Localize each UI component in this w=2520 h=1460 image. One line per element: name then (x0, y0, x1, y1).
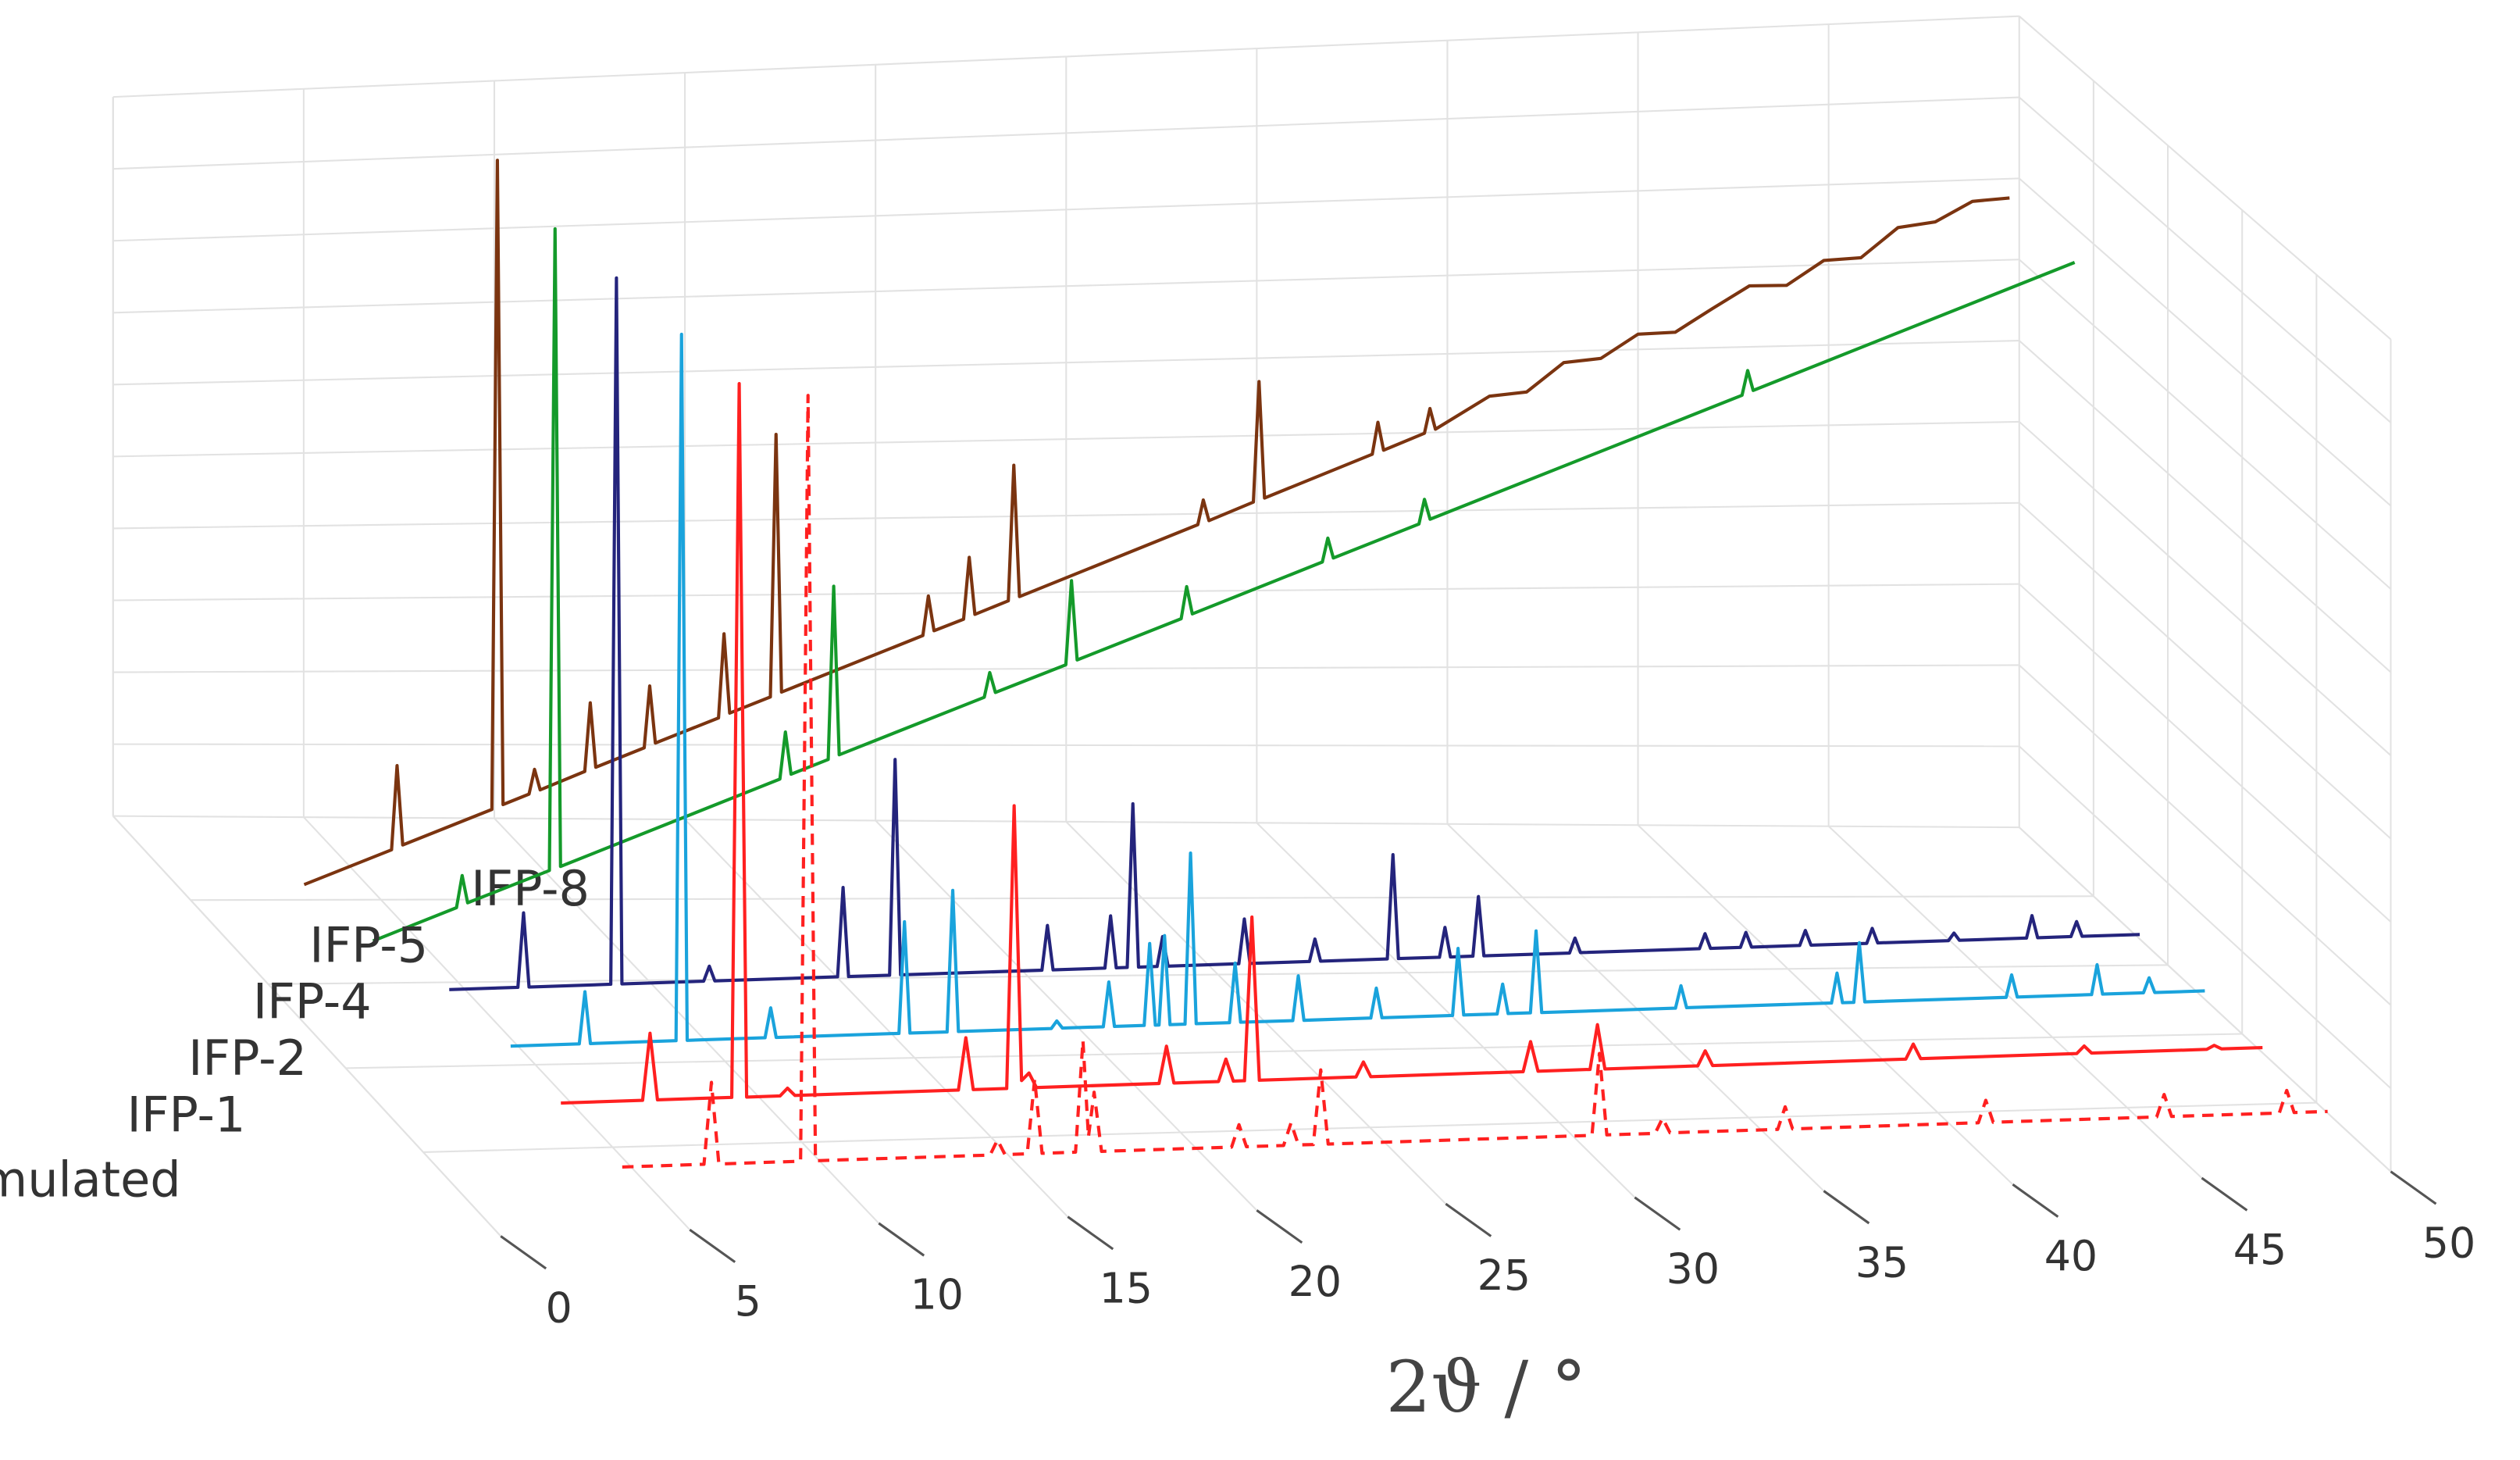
wall-line (2019, 15, 2392, 341)
series-line (561, 382, 2263, 1105)
tick-mark (2390, 1170, 2437, 1205)
tick-mark (500, 1235, 547, 1270)
series-line (449, 276, 2140, 991)
grid-line (303, 816, 691, 1230)
tick-mark (2201, 1176, 2248, 1212)
tick-mark (878, 1222, 925, 1257)
x-tick-label: 50 (2422, 1219, 2475, 1268)
grid-line (1827, 825, 2203, 1179)
series-label: IFP-2 (188, 1030, 307, 1087)
grid-line (2019, 826, 2392, 1173)
x-tick-label: 10 (911, 1270, 964, 1319)
wall-line (2019, 340, 2392, 673)
wall-line (2019, 502, 2392, 840)
grid-line (875, 819, 1258, 1212)
grid-line (1256, 822, 1636, 1198)
x-tick-label: 20 (1289, 1257, 1342, 1306)
tick-mark (1634, 1196, 1681, 1231)
wall-line (2019, 583, 2392, 923)
tick-mark (1256, 1209, 1303, 1244)
series-label: IFP-1 simulated (0, 1151, 181, 1208)
series-line (303, 159, 2010, 887)
wall-line (2019, 664, 2392, 1006)
wall-line (2019, 745, 2392, 1089)
x-tick-label: 30 (1666, 1244, 1720, 1294)
x-tick-label: 40 (2044, 1231, 2098, 1280)
grid-line (1446, 823, 1825, 1192)
walls: 0 5 10 15 20 25 30 35 40 45 50 (112, 15, 2475, 1332)
x-axis-label: 2ϑ / ° (1386, 1347, 1587, 1429)
tick-mark (1445, 1202, 1492, 1237)
x-tick-label: 15 (1100, 1263, 1153, 1312)
wall-line (2019, 259, 2392, 590)
x-tick-label: 0 (546, 1283, 572, 1332)
series-label: IFP-1 (127, 1087, 246, 1144)
wall-line (2019, 421, 2392, 756)
wall-line (2019, 177, 2392, 507)
tick-mark (689, 1228, 736, 1263)
x-tick-label: 45 (2233, 1225, 2287, 1274)
series-line (372, 227, 2076, 943)
x-tick-label: 5 (735, 1276, 761, 1326)
wall-line (2019, 96, 2392, 423)
grid-line (112, 815, 502, 1237)
series-label: IFP-5 (309, 916, 428, 973)
series-line (510, 332, 2205, 1048)
tick-mark (1067, 1215, 1114, 1251)
tick-mark (1823, 1190, 1870, 1225)
x-tick-label: 25 (1477, 1251, 1531, 1300)
series-label: IFP-4 (253, 973, 372, 1030)
series-label: IFP-8 (471, 860, 590, 917)
x-tick-label: 35 (1855, 1237, 1909, 1287)
series-line (622, 394, 2328, 1169)
tick-mark (2012, 1183, 2059, 1218)
